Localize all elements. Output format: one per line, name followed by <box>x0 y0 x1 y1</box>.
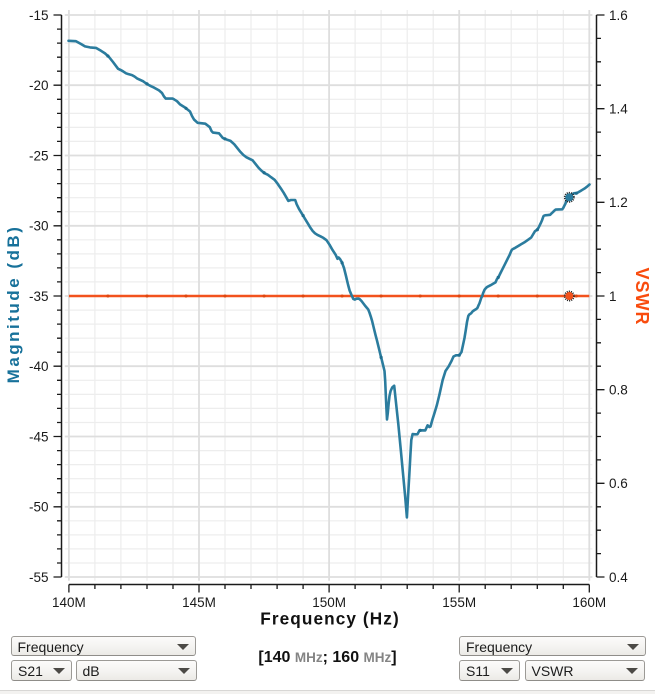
svg-text:Magnitude (dB): Magnitude (dB) <box>4 225 23 384</box>
svg-text:-25: -25 <box>29 148 49 163</box>
svg-text:-40: -40 <box>29 359 49 374</box>
svg-text:1.4: 1.4 <box>609 102 628 117</box>
svg-text:-30: -30 <box>29 219 49 234</box>
svg-text:Frequency (Hz): Frequency (Hz) <box>260 609 400 629</box>
svg-text:145M: 145M <box>182 595 216 610</box>
svg-text:1.2: 1.2 <box>609 195 628 210</box>
svg-text:160M: 160M <box>572 595 606 610</box>
svg-text:VSWR: VSWR <box>632 268 652 326</box>
svg-text:150M: 150M <box>312 595 346 610</box>
svg-text:-50: -50 <box>29 500 49 515</box>
svg-text:-35: -35 <box>29 289 49 304</box>
svg-text:140M: 140M <box>52 595 86 610</box>
svg-text:1.6: 1.6 <box>609 8 628 23</box>
svg-text:0.4: 0.4 <box>609 570 628 585</box>
svg-text:-55: -55 <box>29 570 49 585</box>
svg-text:155M: 155M <box>442 595 476 610</box>
svg-text:-45: -45 <box>29 429 49 444</box>
svg-text:0.8: 0.8 <box>609 383 628 398</box>
svg-text:0.6: 0.6 <box>609 476 628 491</box>
svg-text:-15: -15 <box>29 8 49 23</box>
svg-text:-20: -20 <box>29 78 49 93</box>
svg-text:1: 1 <box>609 289 617 304</box>
